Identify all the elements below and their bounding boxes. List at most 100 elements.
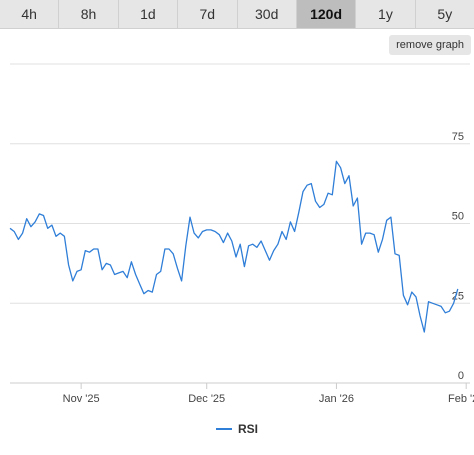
data-point[interactable] — [195, 235, 201, 241]
data-point[interactable] — [61, 233, 67, 239]
data-point[interactable] — [380, 236, 386, 242]
timeframe-tabs: 4h 8h 1d 7d 30d 120d 1y 5y — [0, 0, 474, 30]
data-point[interactable] — [342, 181, 348, 187]
data-point[interactable] — [233, 254, 239, 260]
x-tick-label: Dec '25 — [188, 393, 225, 405]
x-tick-label: Jan '26 — [319, 393, 354, 405]
data-point[interactable] — [241, 264, 247, 270]
data-point[interactable] — [300, 189, 306, 195]
data-point[interactable] — [237, 241, 243, 247]
tab-7d[interactable]: 7d — [178, 0, 238, 29]
y-tick-label: 0 — [458, 370, 464, 382]
data-point[interactable] — [120, 268, 126, 274]
data-point[interactable] — [229, 238, 235, 244]
data-point[interactable] — [254, 244, 260, 250]
data-point[interactable] — [275, 241, 281, 247]
data-point[interactable] — [400, 292, 406, 298]
tab-1d[interactable]: 1d — [118, 0, 179, 29]
tab-8h[interactable]: 8h — [59, 0, 119, 29]
data-point[interactable] — [267, 257, 273, 263]
tab-30d[interactable]: 30d — [237, 0, 297, 29]
data-point[interactable] — [133, 272, 139, 278]
data-point[interactable] — [371, 232, 377, 238]
data-point[interactable] — [158, 268, 164, 274]
data-point[interactable] — [32, 219, 38, 225]
data-point[interactable] — [271, 248, 277, 254]
data-point[interactable] — [95, 246, 101, 252]
data-point[interactable] — [455, 286, 461, 292]
data-point[interactable] — [28, 224, 34, 230]
data-point[interactable] — [70, 278, 76, 284]
data-point[interactable] — [179, 278, 185, 284]
data-point[interactable] — [99, 267, 105, 273]
data-point[interactable] — [183, 243, 189, 249]
data-point[interactable] — [321, 201, 327, 207]
data-point[interactable] — [375, 249, 381, 255]
data-point[interactable] — [359, 241, 365, 247]
data-point[interactable] — [421, 329, 427, 335]
data-point[interactable] — [409, 289, 415, 295]
data-point[interactable] — [15, 236, 21, 242]
data-point[interactable] — [417, 313, 423, 319]
data-point[interactable] — [329, 192, 335, 198]
data-point[interactable] — [262, 248, 268, 254]
chart-grid — [10, 63, 470, 384]
data-point[interactable] — [287, 219, 293, 225]
data-point[interactable] — [124, 275, 130, 281]
series-line-rsi[interactable] — [9, 160, 459, 333]
legend-item-rsi[interactable]: RSI — [215, 422, 258, 436]
data-point[interactable] — [338, 165, 344, 171]
data-point[interactable] — [446, 308, 452, 314]
remove-graph-button[interactable]: remove graph — [389, 35, 471, 55]
x-tick-label: Nov '25 — [63, 393, 100, 405]
data-point[interactable] — [350, 203, 356, 209]
data-point[interactable] — [413, 294, 419, 300]
data-point[interactable] — [296, 209, 302, 215]
data-point[interactable] — [451, 300, 457, 306]
data-point[interactable] — [313, 198, 319, 204]
data-point[interactable] — [149, 289, 155, 295]
tab-4h[interactable]: 4h — [0, 0, 60, 29]
data-point[interactable] — [354, 195, 360, 201]
data-point[interactable] — [333, 158, 339, 164]
tab-5y[interactable]: 5y — [415, 0, 474, 29]
x-axis-ticks: Nov '25 Dec '25 Jan '26 Feb '26 — [63, 383, 474, 405]
x-tick-label: Feb '26 — [448, 393, 474, 405]
data-point[interactable] — [438, 303, 444, 309]
legend-label: RSI — [237, 422, 258, 436]
tab-120d[interactable]: 120d — [296, 0, 357, 29]
tab-1y[interactable]: 1y — [356, 0, 416, 29]
data-point[interactable] — [78, 267, 84, 273]
legend-line-icon — [215, 428, 232, 430]
data-point[interactable] — [187, 214, 193, 220]
data-point[interactable] — [107, 262, 113, 268]
data-point[interactable] — [216, 232, 222, 238]
data-point[interactable] — [308, 181, 314, 187]
data-point[interactable] — [292, 229, 298, 235]
data-point[interactable] — [20, 230, 26, 236]
data-point[interactable] — [191, 230, 197, 236]
chart-legend[interactable]: RSI — [0, 419, 474, 436]
data-point[interactable] — [388, 214, 394, 220]
data-point[interactable] — [174, 265, 180, 271]
data-point[interactable] — [170, 251, 176, 257]
data-point[interactable] — [258, 238, 264, 244]
data-point[interactable] — [49, 222, 55, 228]
data-point[interactable] — [279, 229, 285, 235]
y-tick-label: 75 — [452, 131, 464, 143]
data-point[interactable] — [225, 230, 231, 236]
data-point[interactable] — [220, 240, 226, 246]
data-point[interactable] — [283, 236, 289, 242]
data-point[interactable] — [346, 173, 352, 179]
data-point[interactable] — [166, 246, 172, 252]
data-point[interactable] — [405, 302, 411, 308]
data-point[interactable] — [66, 262, 72, 268]
data-point[interactable] — [137, 281, 143, 287]
data-point[interactable] — [128, 259, 134, 265]
data-point[interactable] — [11, 229, 17, 235]
data-point[interactable] — [396, 252, 402, 258]
data-point[interactable] — [41, 213, 47, 219]
data-point[interactable] — [24, 216, 30, 222]
